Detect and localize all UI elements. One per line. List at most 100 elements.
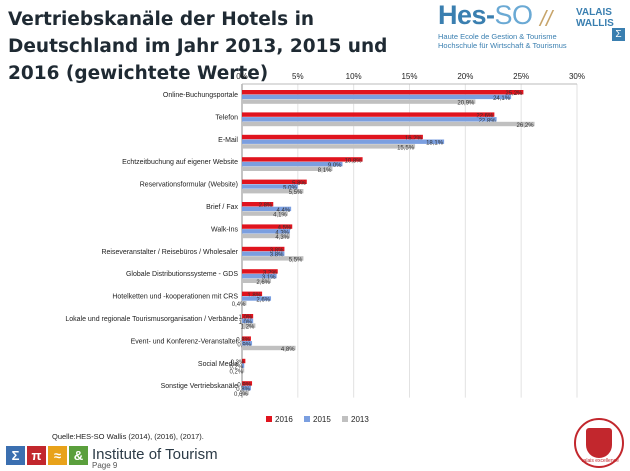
bar-2015 [242, 251, 285, 256]
bar-2013 [242, 256, 304, 261]
category-label: Reiseveranstalter / Reisebüros / Wholesa… [101, 249, 238, 256]
bar-2016 [242, 179, 307, 184]
bar-2013 [242, 345, 296, 351]
bar-2016 [242, 224, 293, 229]
x-tick-label: 0% [236, 72, 248, 81]
data-label: 8,1% [318, 168, 332, 174]
bar-2013 [242, 166, 333, 171]
pi-icon: π [27, 446, 46, 465]
bar-2015 [242, 273, 277, 279]
x-tick-label: 10% [346, 72, 362, 81]
logo-sigma-icon: Σ [612, 28, 625, 41]
category-label: Reservationsformular (Website) [140, 182, 238, 189]
data-label: 1,8% [247, 293, 261, 299]
data-label: 0,2% [230, 365, 244, 371]
data-label: 22,6% [476, 114, 494, 120]
logo-slashes-icon: // [540, 6, 553, 31]
data-label: 5,5% [289, 190, 303, 196]
x-tick-label: 15% [401, 72, 417, 81]
data-label: 1,0% [238, 315, 252, 321]
hes-so-logo: Hes-SO // VALAIS WALLIS Haute Ecole de Ge… [436, 0, 626, 52]
data-label: 0,3% [231, 360, 245, 366]
bar-2015 [242, 363, 245, 368]
legend-label: 2013 [351, 415, 369, 424]
category-label: E-Mail [218, 137, 238, 144]
bar-2013 [242, 278, 272, 283]
legend-swatch-2013 [342, 416, 348, 422]
bar-2015 [242, 206, 292, 212]
data-label: 2,8% [259, 203, 273, 209]
data-label: 3,2% [263, 270, 277, 276]
bar-2013 [242, 368, 245, 373]
data-label: 10,8% [345, 158, 363, 164]
category-label: Event- und Konferenz-Veranstalter [131, 338, 239, 345]
category-label: Social Media [198, 361, 238, 368]
data-label: 25,2% [505, 91, 523, 97]
bar-2013 [242, 121, 535, 127]
bar-2015 [242, 296, 272, 301]
bar-2013 [242, 144, 416, 149]
data-label: 0,4% [232, 302, 246, 308]
data-label: 4,3% [275, 230, 289, 236]
data-label: 3,8% [270, 253, 284, 259]
data-label: 5,5% [289, 257, 303, 263]
valais-excellence-seal: valais excellence [574, 418, 624, 468]
data-label: 0,8% [236, 338, 250, 344]
data-label: 2,6% [256, 280, 270, 286]
category-label: Online-Buchungsportale [163, 92, 238, 99]
category-label: Echtzeitbuchung auf eigener Website [122, 159, 238, 166]
data-label: 16,2% [405, 136, 423, 142]
data-label: 18,1% [426, 141, 444, 147]
bar-2016 [242, 269, 278, 274]
data-label: 4,3% [275, 235, 289, 241]
legend-label: 2016 [275, 415, 293, 424]
logo-subtitle: Haute Ecole de Gestion & Tourisme Hochsch… [438, 32, 567, 50]
seal-text: valais excellence [581, 458, 619, 464]
bar-2016 [242, 358, 246, 364]
bar-2016 [242, 291, 263, 296]
data-label: 15,5% [397, 145, 415, 151]
bar-2015 [242, 117, 497, 122]
category-label: Telefon [215, 114, 238, 121]
data-label: 3,8% [270, 248, 284, 254]
approx-icon: ≈ [48, 446, 67, 465]
data-label: 5,0% [283, 186, 297, 192]
bar-2013 [242, 233, 291, 239]
bar-2013 [242, 323, 256, 328]
ampersand-icon: & [69, 446, 88, 465]
bar-2016 [242, 134, 423, 140]
data-label: 3,1% [262, 275, 276, 281]
data-label: 1,2% [241, 325, 255, 331]
x-tick-label: 5% [292, 72, 304, 81]
data-label: 0,2% [230, 369, 244, 375]
seal-shield-icon [586, 428, 612, 458]
data-label: 26,2% [517, 123, 535, 129]
data-label: 0,9% [237, 382, 251, 388]
bar-2016 [242, 336, 251, 341]
bar-2016 [242, 157, 363, 162]
data-label: 20,9% [457, 101, 475, 107]
legend-swatch-2016 [266, 416, 272, 422]
bar-2016 [242, 314, 254, 319]
bar-2016 [242, 202, 274, 207]
bar-2013 [242, 301, 247, 306]
x-tick-label: 30% [569, 72, 585, 81]
data-label: 4,8% [281, 347, 295, 353]
data-label: 2,6% [256, 298, 270, 304]
data-label: 0,9% [237, 342, 251, 348]
bar-2015 [242, 161, 343, 167]
category-label: Lokale und regionale Tourismusorganisati… [65, 316, 238, 323]
data-label: 4,5% [278, 226, 292, 232]
x-tick-label: 25% [513, 72, 529, 81]
data-label: 4,4% [276, 208, 290, 214]
data-label: 5,8% [292, 181, 306, 187]
bar-2015 [242, 94, 512, 100]
data-label: 4,1% [273, 213, 287, 219]
bar-2016 [242, 246, 285, 252]
bar-2016 [242, 90, 524, 95]
bar-2016 [242, 112, 495, 117]
category-label: Globale Distributionssysteme - GDS [126, 271, 238, 278]
bar-2015 [242, 229, 291, 234]
bar-2015 [242, 341, 253, 346]
